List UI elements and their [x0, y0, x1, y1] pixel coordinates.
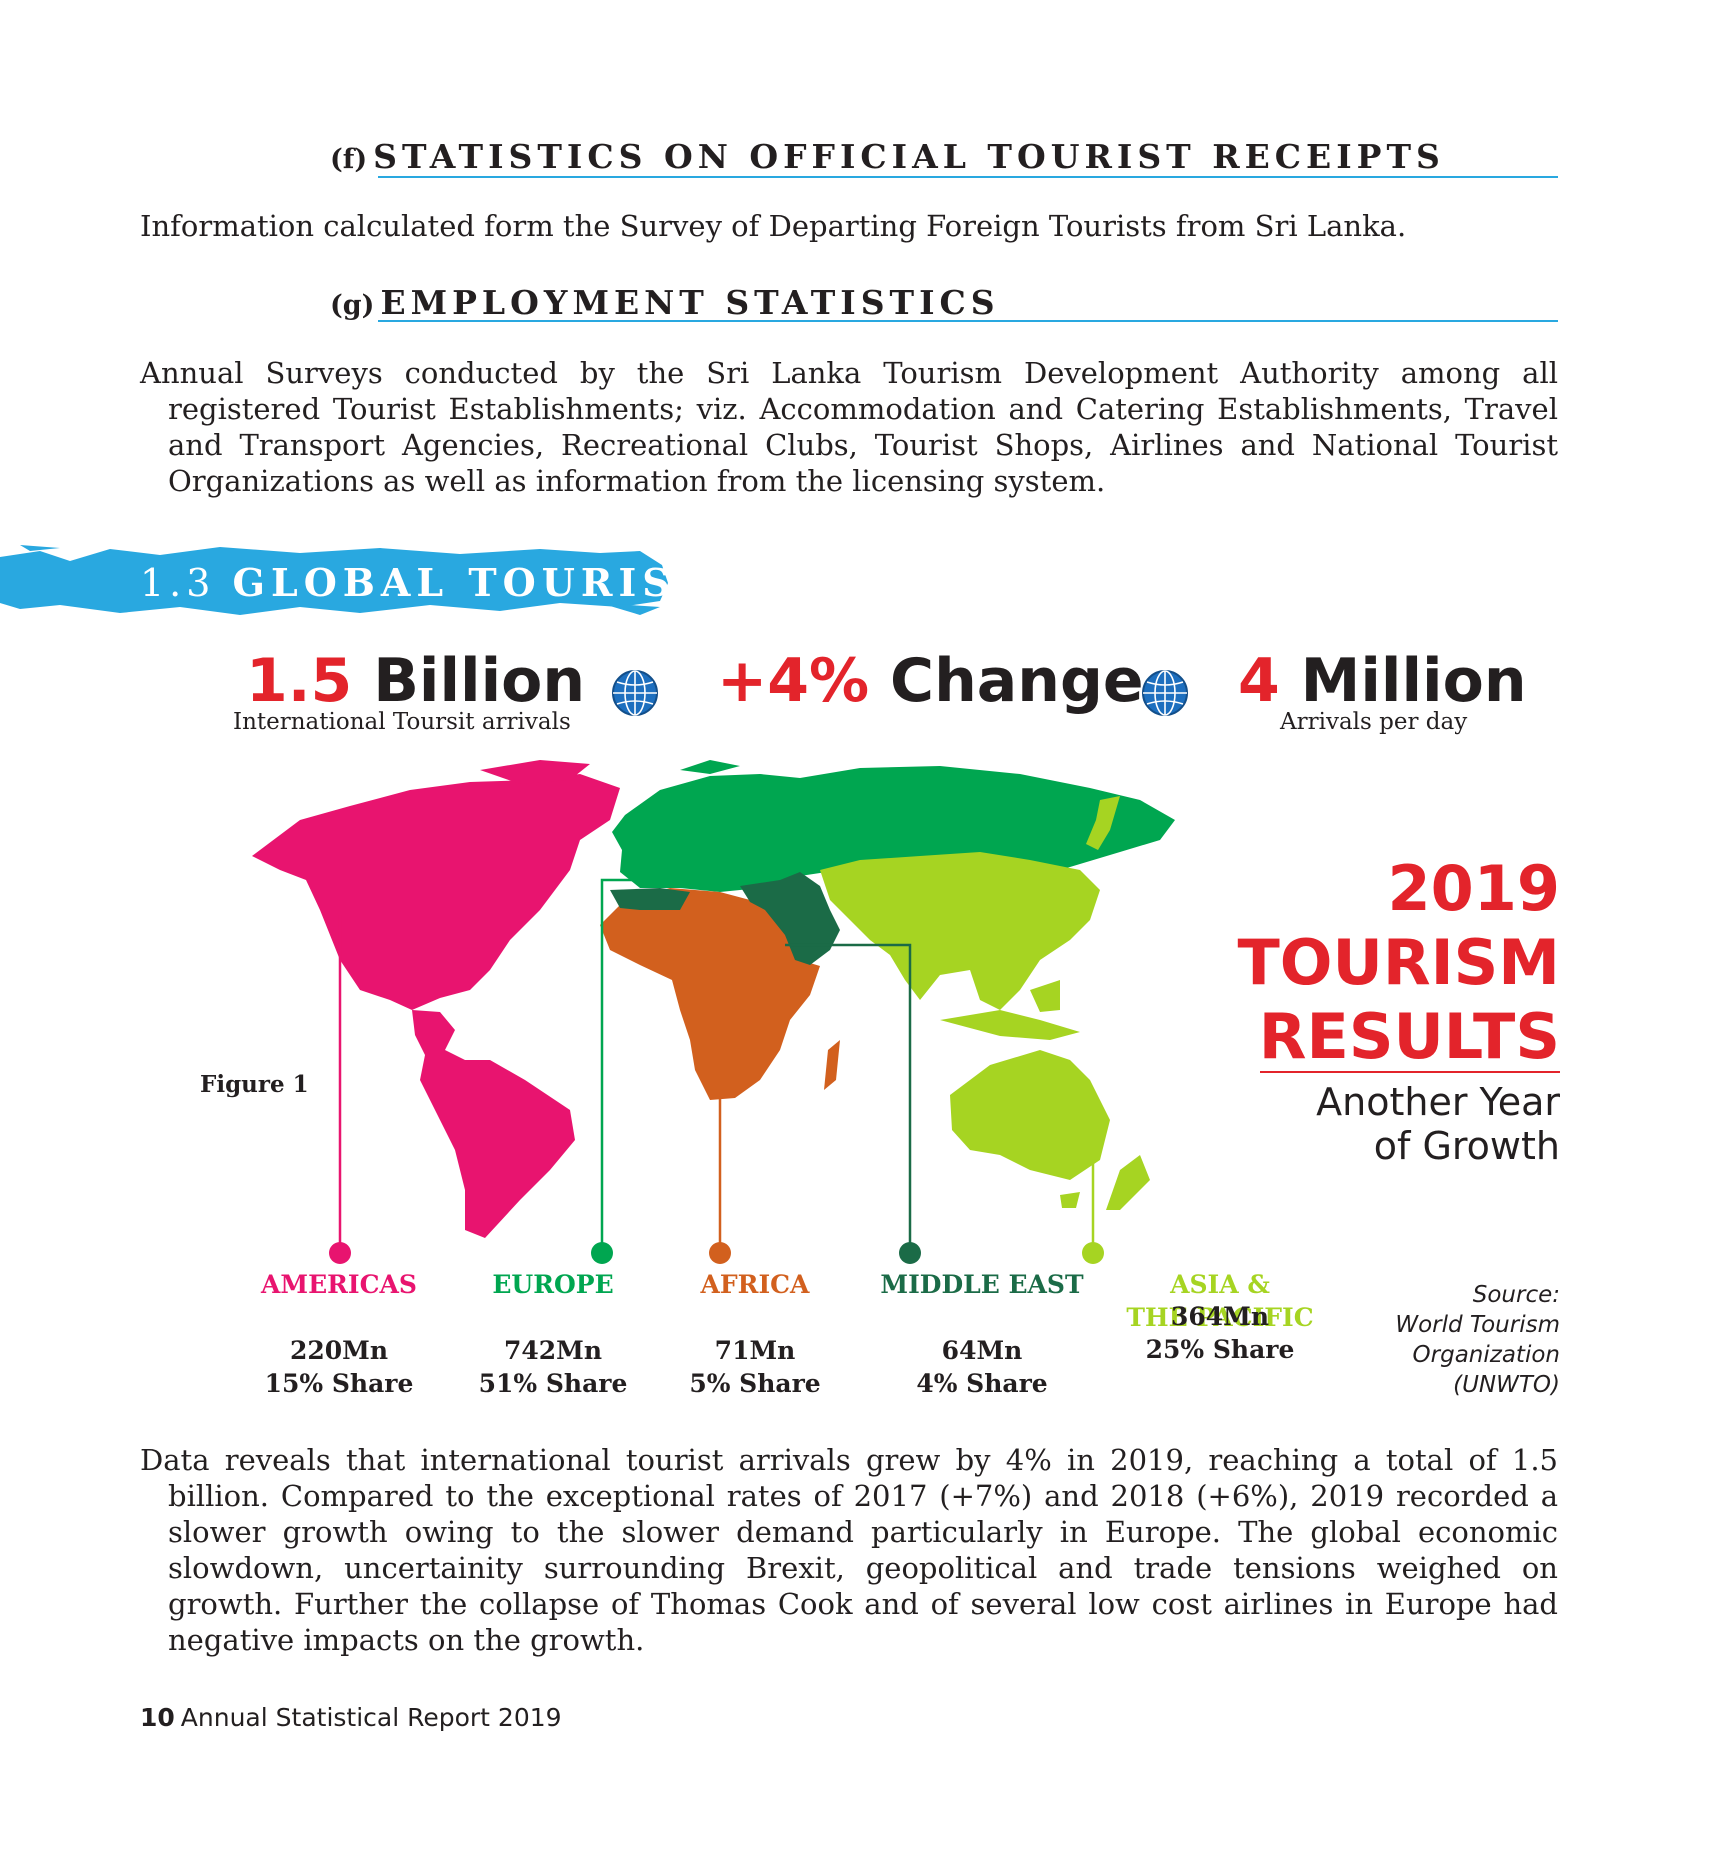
map-middle-east — [740, 872, 840, 965]
results-rule — [1260, 1071, 1560, 1073]
results-line2: RESULTS — [1258, 1000, 1560, 1073]
region-asia-pacific: ASIA & THE PACIFIC 364Mn 25% Share — [1110, 1268, 1330, 1366]
dot-europe — [591, 1242, 613, 1264]
section-f-title: STATISTICS ON OFFICIAL TOURIST RECEIPTS — [373, 137, 1445, 176]
section-g-rule — [378, 320, 1558, 322]
map-africa — [600, 888, 820, 1100]
source-line: (UNWTO) — [1453, 1372, 1560, 1398]
region-arrivals: 742Mn — [503, 1336, 603, 1365]
section-g-heading: (g) EMPLOYMENT STATISTICS — [330, 283, 1000, 322]
map-asia-pacific — [820, 852, 1100, 1010]
region-europe: EUROPE 742Mn 51% Share — [458, 1268, 648, 1400]
region-share: 5% Share — [689, 1369, 821, 1398]
map-americas — [252, 774, 620, 1010]
page-footer: 10 Annual Statistical Report 2019 — [140, 1703, 562, 1732]
results-sub1: Another Year — [1316, 1080, 1560, 1124]
region-name: AMERICAS — [261, 1270, 417, 1299]
region-arrivals: 364Mn — [1170, 1302, 1270, 1331]
region-name: ASIA & THE PACIFIC — [1126, 1270, 1314, 1332]
results-title: 2019 TOURISM RESULTS — [1237, 852, 1560, 1074]
section-g-text: Annual Surveys conducted by the Sri Lank… — [140, 356, 1558, 498]
leader-dots — [329, 1242, 1104, 1264]
section-banner-brush — [0, 545, 668, 615]
stat-change: +4% Change — [717, 648, 1144, 714]
region-africa: AFRICA 71Mn 5% Share — [660, 1268, 850, 1400]
stat-arrivals-value: 1.5 — [246, 646, 353, 716]
region-arrivals: 71Mn — [714, 1336, 796, 1365]
leader-line-europe — [600, 878, 660, 1252]
results-sub2: of Growth — [1373, 1124, 1560, 1168]
globe-icon — [1142, 670, 1188, 716]
region-arrivals: 64Mn — [941, 1336, 1023, 1365]
dot-americas — [329, 1242, 351, 1264]
stat-per-day-value: 4 — [1238, 646, 1280, 716]
region-name: MIDDLE EAST — [880, 1270, 1084, 1299]
section-f-letter: (f) — [330, 144, 368, 175]
world-map — [252, 760, 1175, 1252]
results-subtitle: Another Year of Growth — [1316, 1080, 1560, 1168]
region-share: 25% Share — [1145, 1335, 1295, 1364]
region-name: AFRICA — [700, 1270, 810, 1299]
source-note: Source: World Tourism Organization (UNWT… — [1395, 1280, 1560, 1400]
dot-asia-pacific — [1082, 1242, 1104, 1264]
stat-arrivals-unit: Billion — [373, 646, 586, 716]
dot-middle-east — [899, 1242, 921, 1264]
source-line: World Tourism — [1395, 1312, 1560, 1338]
map-europe — [612, 766, 1175, 892]
stat-per-day: 4 Million — [1238, 648, 1527, 714]
stat-arrivals-caption: International Toursit arrivals — [233, 709, 571, 735]
stat-per-day-unit: Million — [1300, 646, 1527, 716]
body-paragraph: Data reveals that international tourist … — [140, 1443, 1558, 1657]
section-f-text: Information calculated form the Survey o… — [140, 209, 1407, 243]
region-share: 4% Share — [916, 1369, 1048, 1398]
section-g-letter: (g) — [330, 290, 375, 321]
stat-change-unit: Change — [890, 646, 1144, 716]
stat-arrivals: 1.5 Billion — [246, 648, 585, 714]
section-banner-title: 1.3 GLOBAL TOURISM — [140, 560, 724, 605]
source-line: Organization — [1412, 1342, 1560, 1368]
region-share: 15% Share — [264, 1369, 414, 1398]
region-share: 51% Share — [478, 1369, 628, 1398]
region-name: EUROPE — [492, 1270, 614, 1299]
banner-number: 1.3 — [140, 561, 216, 605]
page-number: 10 — [140, 1703, 175, 1732]
results-year: 2019 — [1387, 852, 1560, 925]
section-g-title: EMPLOYMENT STATISTICS — [380, 283, 1000, 322]
section-f-rule — [378, 176, 1558, 178]
section-f-heading: (f) STATISTICS ON OFFICIAL TOURIST RECEIP… — [330, 137, 1445, 176]
source-line: Source: — [1472, 1282, 1560, 1308]
region-arrivals: 220Mn — [289, 1336, 389, 1365]
results-line1: TOURISM — [1237, 926, 1560, 999]
dot-africa — [709, 1242, 731, 1264]
region-middle-east: MIDDLE EAST 64Mn 4% Share — [862, 1268, 1102, 1400]
report-title: Annual Statistical Report 2019 — [180, 1703, 562, 1732]
region-americas: AMERICAS 220Mn 15% Share — [244, 1268, 434, 1400]
figure-label: Figure 1 — [200, 1071, 309, 1098]
globe-icon — [612, 670, 658, 716]
banner-title: GLOBAL TOURISM — [232, 560, 724, 605]
stat-per-day-caption: Arrivals per day — [1280, 709, 1468, 735]
leader-line-middle-east — [785, 943, 912, 1252]
stat-change-value: +4% — [717, 646, 870, 716]
